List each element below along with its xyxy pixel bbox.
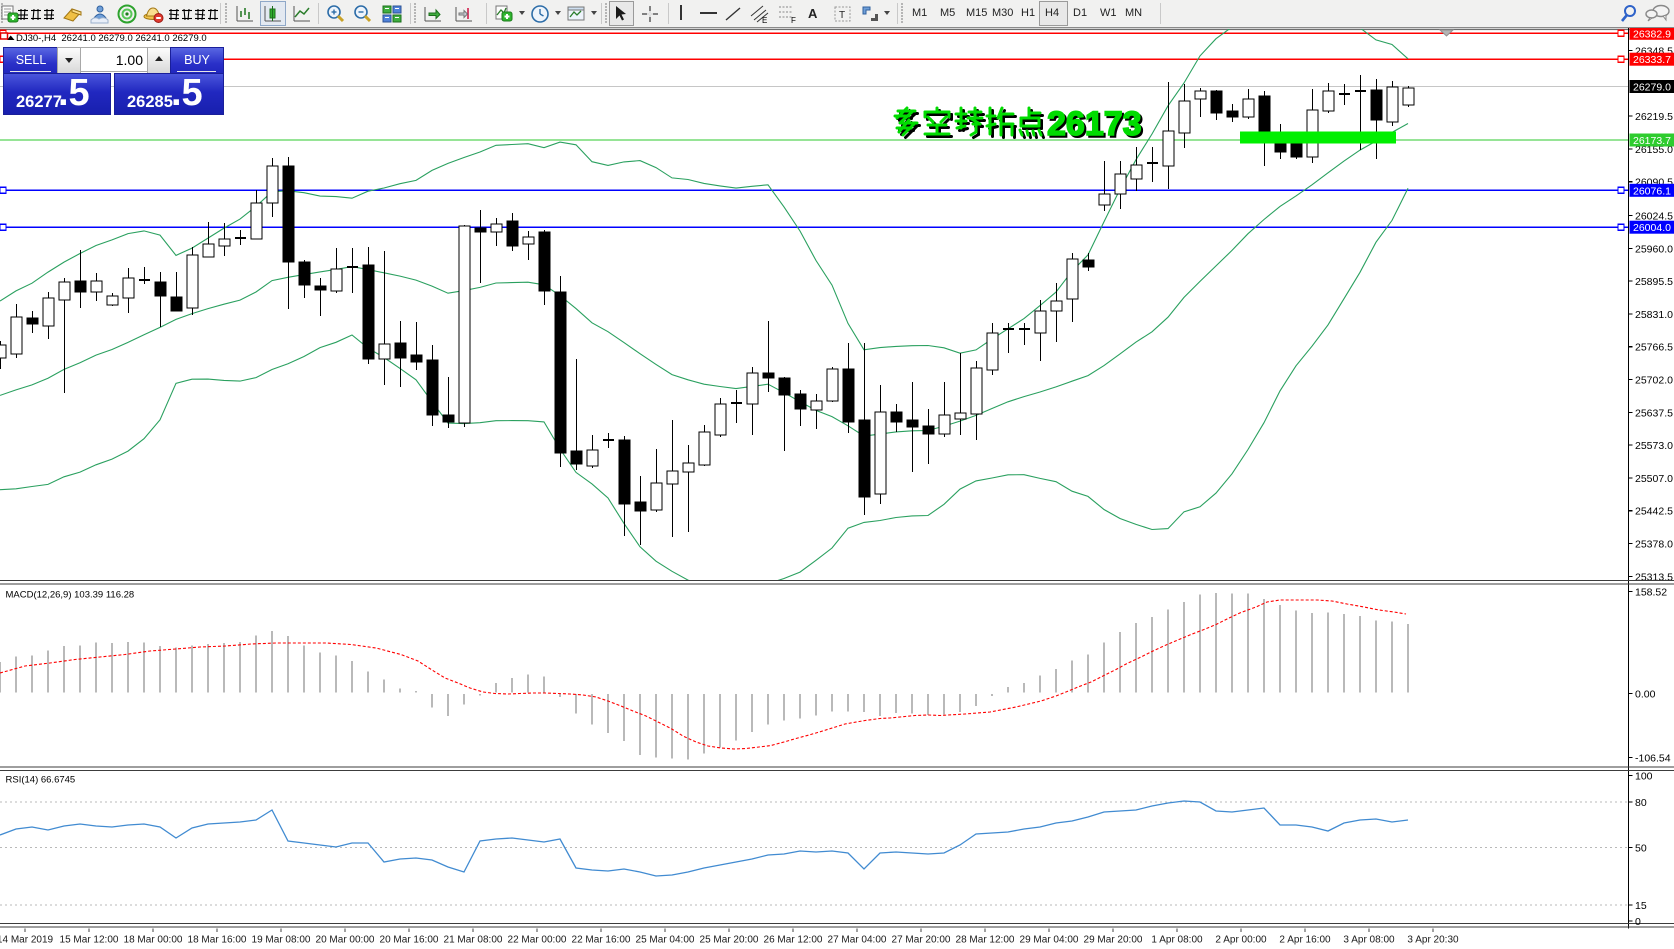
svg-text:26279.0: 26279.0 (1633, 82, 1671, 94)
svg-text:25 Mar 20:00: 25 Mar 20:00 (700, 935, 759, 946)
svg-text:20 Mar 16:00: 20 Mar 16:00 (380, 935, 439, 946)
svg-text:1 Apr 08:00: 1 Apr 08:00 (1151, 935, 1203, 946)
svg-text:25637.5: 25637.5 (1635, 407, 1673, 419)
svg-text:22 Mar 00:00: 22 Mar 00:00 (508, 935, 567, 946)
svg-text:15: 15 (1635, 900, 1647, 912)
svg-text:26382.9: 26382.9 (1633, 28, 1671, 40)
svg-text:-106.54: -106.54 (1635, 753, 1671, 765)
svg-text:25573.0: 25573.0 (1635, 440, 1673, 452)
svg-text:21 Mar 08:00: 21 Mar 08:00 (444, 935, 503, 946)
svg-text:26 Mar 12:00: 26 Mar 12:00 (764, 935, 823, 946)
svg-text:0.00: 0.00 (1635, 688, 1656, 700)
svg-text:25960.0: 25960.0 (1635, 243, 1673, 255)
svg-text:27 Mar 20:00: 27 Mar 20:00 (892, 935, 951, 946)
svg-text:E: E (762, 16, 767, 24)
svg-text:25313.5: 25313.5 (1635, 571, 1673, 583)
svg-text:T: T (839, 10, 845, 21)
svg-text:25895.5: 25895.5 (1635, 276, 1673, 288)
svg-text:28 Mar 12:00: 28 Mar 12:00 (956, 935, 1015, 946)
svg-text:26219.5: 26219.5 (1635, 111, 1673, 123)
svg-text:25442.5: 25442.5 (1635, 506, 1673, 518)
svg-text:3 Apr 08:00: 3 Apr 08:00 (1343, 935, 1395, 946)
svg-text:25 Mar 04:00: 25 Mar 04:00 (636, 935, 695, 946)
svg-text:50: 50 (1635, 843, 1647, 855)
svg-text:2 Apr 00:00: 2 Apr 00:00 (1215, 935, 1267, 946)
svg-text:0: 0 (1635, 916, 1641, 928)
svg-text:26076.1: 26076.1 (1633, 185, 1671, 197)
svg-text:19 Mar 08:00: 19 Mar 08:00 (252, 935, 311, 946)
svg-text:RSI(14) 66.6745: RSI(14) 66.6745 (6, 775, 76, 786)
svg-text:25831.0: 25831.0 (1635, 309, 1673, 321)
svg-text:26173: 26173 (1047, 105, 1142, 143)
svg-text:18 Mar 00:00: 18 Mar 00:00 (124, 935, 183, 946)
svg-text:26155.0: 26155.0 (1635, 144, 1673, 156)
svg-text:26173: 26173 (1049, 107, 1144, 145)
svg-text:20 Mar 00:00: 20 Mar 00:00 (316, 935, 375, 946)
svg-text:18 Mar 16:00: 18 Mar 16:00 (188, 935, 247, 946)
svg-text:3 Apr 20:30: 3 Apr 20:30 (1407, 935, 1459, 946)
svg-text:26173.7: 26173.7 (1633, 135, 1671, 147)
svg-text:100: 100 (1635, 771, 1653, 783)
svg-text:80: 80 (1635, 797, 1647, 809)
svg-text:25507.0: 25507.0 (1635, 473, 1673, 485)
svg-text:F: F (791, 16, 796, 24)
svg-text:2 Apr 16:00: 2 Apr 16:00 (1279, 935, 1331, 946)
svg-text:DJ30-,H4 26241.0 26279.0 2624: DJ30-,H4 26241.0 26279.0 26241.0 26279.0 (16, 33, 207, 44)
svg-text:25702.0: 25702.0 (1635, 375, 1673, 387)
svg-text:22 Mar 16:00: 22 Mar 16:00 (572, 935, 631, 946)
svg-text:15 Mar 12:00: 15 Mar 12:00 (60, 935, 119, 946)
svg-text:MACD(12,26,9) 103.39 116.28: MACD(12,26,9) 103.39 116.28 (6, 590, 135, 601)
svg-text:29 Mar 04:00: 29 Mar 04:00 (1020, 935, 1079, 946)
svg-text:14 Mar 2019: 14 Mar 2019 (0, 935, 54, 946)
svg-text:25378.0: 25378.0 (1635, 539, 1673, 551)
svg-text:26004.0: 26004.0 (1633, 222, 1671, 234)
svg-text:27 Mar 04:00: 27 Mar 04:00 (828, 935, 887, 946)
svg-text:29 Mar 20:00: 29 Mar 20:00 (1084, 935, 1143, 946)
svg-text:25766.5: 25766.5 (1635, 342, 1673, 354)
svg-text:158.52: 158.52 (1635, 587, 1667, 599)
svg-text:26024.5: 26024.5 (1635, 211, 1673, 223)
svg-text:26333.7: 26333.7 (1633, 54, 1671, 66)
